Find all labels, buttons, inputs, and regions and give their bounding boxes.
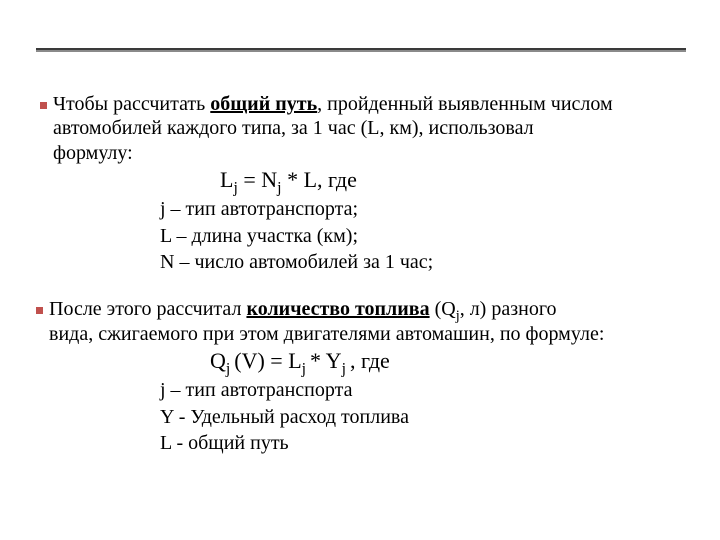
f2-def-3: L - общий путь: [160, 430, 690, 456]
f2-mid2: * Y: [310, 348, 342, 373]
bullet-square-icon: [40, 102, 47, 109]
f2-sub2: j: [302, 361, 310, 378]
f1-post: * L, где: [282, 167, 357, 192]
paragraph-2: После этого рассчитал количество топлива…: [49, 297, 604, 346]
formula-2-block: Qj (V) = Lj * Yj , где j – тип автотранс…: [160, 346, 690, 456]
f1-pre: L: [220, 167, 233, 192]
p1-key: общий путь: [210, 93, 317, 115]
f1-def-1: j – тип автотранспорта;: [160, 196, 690, 222]
p1-line3: формулу:: [53, 142, 133, 164]
bullet-2: После этого рассчитал количество топлива…: [36, 297, 690, 346]
formula-1-equation: Lj = Nj * L, где: [220, 165, 690, 194]
f2-post: , где: [350, 348, 390, 373]
p2-rest1: , л) разного: [460, 298, 557, 320]
slide: Чтобы рассчитать общий путь, пройденный …: [0, 0, 720, 540]
f2-sub3: j: [342, 361, 350, 378]
p2-mid: (Q: [430, 298, 456, 320]
p1-rest1: , пройденный выявленным числом: [317, 93, 613, 115]
f2-def-2: Y - Удельный расход топлива: [160, 404, 690, 430]
f2-pre: Q: [210, 348, 226, 373]
f1-mid: = N: [238, 167, 277, 192]
formula-1-block: Lj = Nj * L, где j – тип автотранспорта;…: [160, 165, 690, 275]
bullet-square-icon: [36, 307, 43, 314]
f1-def-2: L – длина участка (км);: [160, 223, 690, 249]
horizontal-rule: [36, 48, 686, 50]
p2-line2: вида, сжигаемого при этом двигателями ав…: [49, 323, 604, 345]
spacer: [40, 275, 690, 297]
formula-2-equation: Qj (V) = Lj * Yj , где: [210, 346, 690, 375]
f2-sub1: j: [226, 361, 234, 378]
paragraph-1: Чтобы рассчитать общий путь, пройденный …: [53, 92, 613, 165]
f2-def-1: j – тип автотранспорта: [160, 377, 690, 403]
p2-lead: После этого рассчитал: [49, 298, 246, 320]
bullet-1: Чтобы рассчитать общий путь, пройденный …: [40, 92, 690, 165]
f1-def-3: N – число автомобилей за 1 час;: [160, 249, 690, 275]
p1-line2: автомобилей каждого типа, за 1 час (L, к…: [53, 117, 534, 139]
p2-key: количество топлива: [246, 298, 429, 320]
p1-lead: Чтобы рассчитать: [53, 93, 210, 115]
content-area: Чтобы рассчитать общий путь, пройденный …: [40, 92, 690, 456]
f2-mid1: (V) = L: [234, 348, 301, 373]
